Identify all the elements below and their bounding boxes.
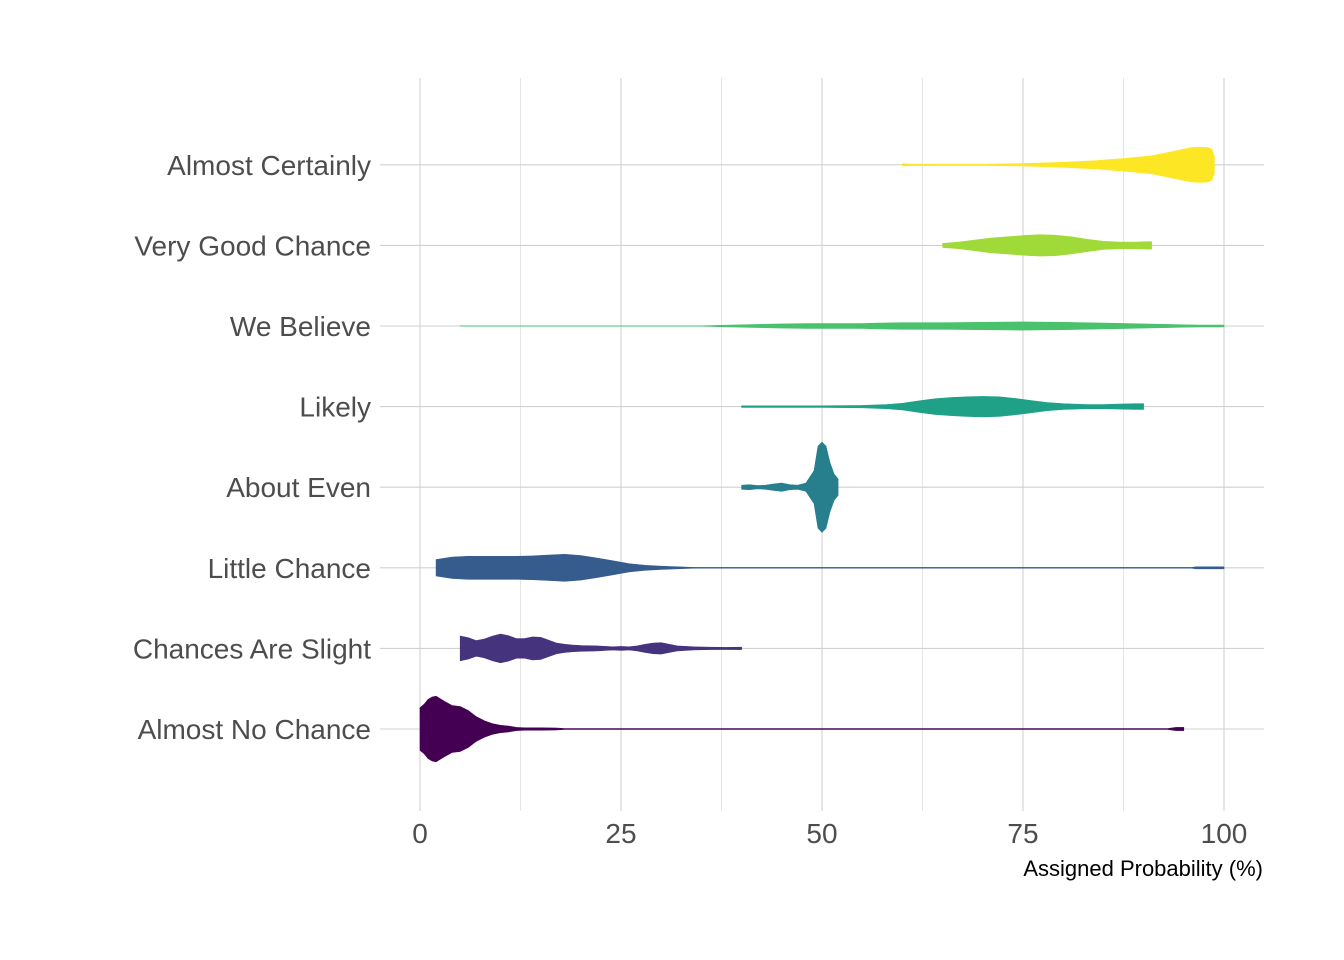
x-tick-label-75: 75 xyxy=(1007,818,1038,849)
x-axis-title: Assigned Probability (%) xyxy=(1023,856,1263,881)
violin-very-good-chance xyxy=(942,234,1152,257)
y-tick-label-almost-certainly: Almost Certainly xyxy=(167,150,371,181)
violin-likely xyxy=(741,396,1144,418)
violin-chances-are-slight xyxy=(459,633,742,664)
y-tick-label-almost-no-chance: Almost No Chance xyxy=(138,714,371,745)
x-axis-tick-labels: 0 25 50 75 100 xyxy=(412,818,1247,849)
violin-almost-no-chance xyxy=(419,695,1185,763)
y-tick-label-little-chance: Little Chance xyxy=(208,553,371,584)
y-tick-label-very-good-chance: Very Good Chance xyxy=(134,230,371,261)
violin-we-believe xyxy=(459,321,1225,331)
violin-about-even xyxy=(741,441,839,533)
violin-almost-certainly xyxy=(902,146,1215,183)
violin-plots xyxy=(419,146,1225,763)
violin-little-chance xyxy=(435,553,1225,582)
y-axis-tick-labels: Almost No Chance Chances Are Slight Little… xyxy=(133,150,371,745)
x-tick-label-50: 50 xyxy=(806,818,837,849)
y-tick-label-chances-are-slight: Chances Are Slight xyxy=(133,633,371,664)
x-tick-label-100: 100 xyxy=(1201,818,1248,849)
x-tick-label-0: 0 xyxy=(412,818,428,849)
y-tick-label-about-even: About Even xyxy=(226,472,371,503)
y-tick-label-we-believe: We Believe xyxy=(230,311,371,342)
y-tick-label-likely: Likely xyxy=(299,392,371,423)
x-tick-label-25: 25 xyxy=(605,818,636,849)
